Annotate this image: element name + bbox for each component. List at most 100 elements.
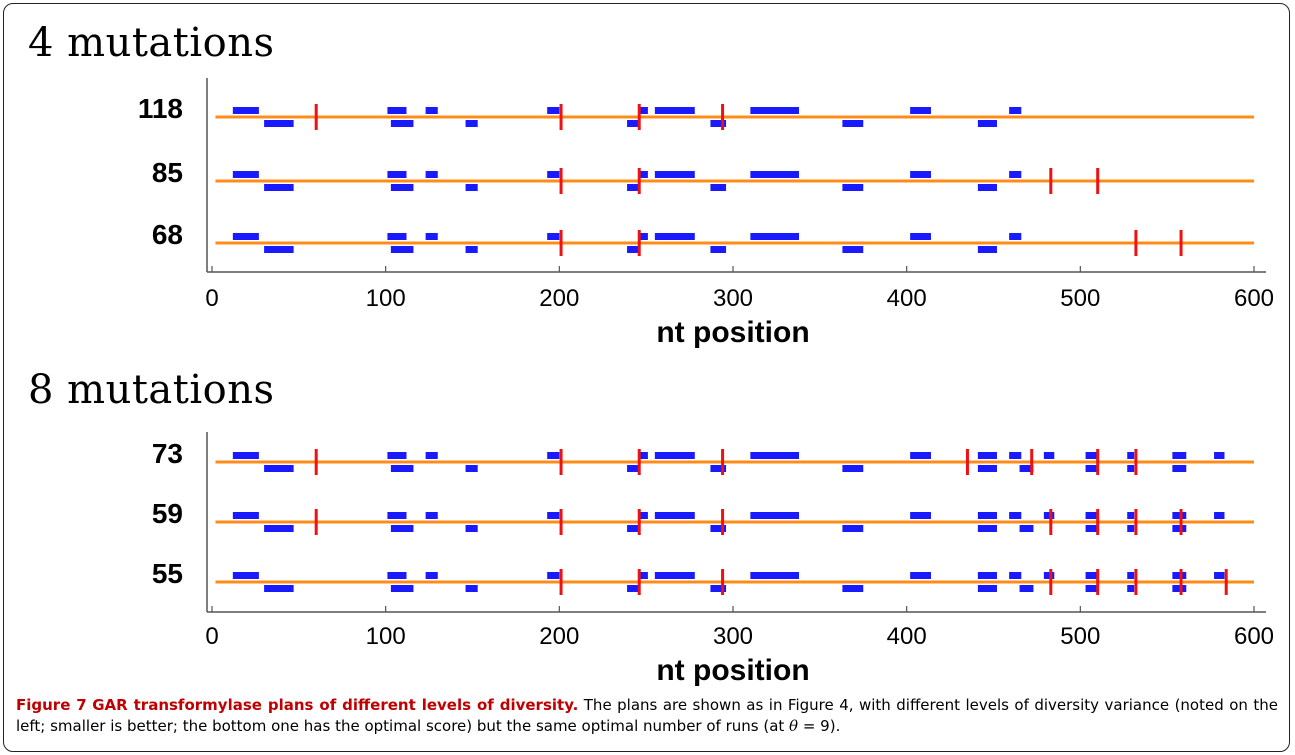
x-axis-label: nt position xyxy=(656,316,809,349)
segment-below xyxy=(710,465,727,472)
x-tick-label: 200 xyxy=(539,623,579,650)
segment-above xyxy=(547,171,560,178)
x-axis-label: nt position xyxy=(656,654,809,687)
segment-above xyxy=(1214,452,1225,459)
segment-below xyxy=(390,525,414,532)
plan-label: 118 xyxy=(138,93,183,124)
segment-below xyxy=(465,246,478,253)
segment-below xyxy=(390,184,414,191)
segment-below xyxy=(390,246,414,253)
plan-row-118: 118 xyxy=(138,93,1254,130)
segment-above xyxy=(639,107,648,114)
segment-below xyxy=(1019,585,1034,592)
segment-below xyxy=(627,246,640,253)
segment-below xyxy=(710,585,727,592)
x-tick-label: 300 xyxy=(713,623,753,650)
segment-above xyxy=(425,572,438,579)
panel-title-4-mutations: 4 mutations xyxy=(28,20,275,66)
segment-below xyxy=(1019,465,1034,472)
segment-above xyxy=(977,452,997,459)
segment-above xyxy=(232,572,259,579)
segment-below xyxy=(390,465,414,472)
segment-above xyxy=(910,233,931,240)
caption-title: GAR transformylase plans of different le… xyxy=(92,696,579,714)
plan-row-73: 73 xyxy=(152,438,1254,475)
segment-above xyxy=(232,171,259,178)
segment-above xyxy=(1009,452,1022,459)
segment-below xyxy=(842,184,864,191)
segment-below xyxy=(465,585,478,592)
plan-row-68: 68 xyxy=(152,219,1254,256)
segment-below xyxy=(264,525,294,532)
panel-1: 0 100 200 300 400 500 600 nt position 118 85 68 xyxy=(138,78,1274,349)
x-tick-label: 500 xyxy=(1060,623,1100,650)
segment-above xyxy=(1172,512,1187,519)
segment-below xyxy=(627,465,640,472)
segment-above xyxy=(547,233,560,240)
segment-below xyxy=(710,525,727,532)
panel-title-8-mutations: 8 mutations xyxy=(28,367,275,413)
segment-above xyxy=(547,572,560,579)
segment-above xyxy=(387,572,407,579)
caption-theta-value: = 9). xyxy=(798,716,841,735)
segment-above xyxy=(1009,233,1022,240)
segment-below xyxy=(1172,585,1187,592)
segment-above xyxy=(1009,512,1022,519)
segment-above xyxy=(425,512,438,519)
segment-above xyxy=(750,572,799,579)
segment-above xyxy=(425,171,438,178)
segment-above xyxy=(387,107,407,114)
segment-above xyxy=(1085,452,1098,459)
segment-below xyxy=(977,525,997,532)
segment-above xyxy=(910,572,931,579)
segment-above xyxy=(654,452,695,459)
segment-below xyxy=(264,585,294,592)
segment-below xyxy=(977,120,997,127)
segment-above xyxy=(654,572,695,579)
figure-caption: Figure 7 GAR transformylase plans of dif… xyxy=(16,695,1278,736)
segment-below xyxy=(710,184,727,191)
segment-above xyxy=(387,512,407,519)
x-tick-label: 400 xyxy=(887,285,927,312)
plan-row-59: 59 xyxy=(152,498,1254,535)
segment-below xyxy=(977,585,997,592)
segment-above xyxy=(1172,572,1187,579)
caption-figure-label: Figure 7 xyxy=(16,696,87,714)
segment-below xyxy=(264,246,294,253)
segment-above xyxy=(1043,452,1055,459)
segment-below xyxy=(710,246,727,253)
segment-above xyxy=(547,452,560,459)
segment-above xyxy=(654,107,695,114)
segment-below xyxy=(390,585,414,592)
x-tick-label: 500 xyxy=(1060,285,1100,312)
x-tick-label: 100 xyxy=(366,285,406,312)
x-tick-label: 0 xyxy=(205,623,218,650)
segment-below xyxy=(264,184,294,191)
segment-below xyxy=(842,246,864,253)
segment-above xyxy=(1009,572,1022,579)
x-tick-label: 600 xyxy=(1234,623,1274,650)
segment-below xyxy=(1127,525,1135,532)
segment-below xyxy=(390,120,414,127)
segment-above xyxy=(547,512,560,519)
segment-below xyxy=(465,465,478,472)
panel-2: 0 100 200 300 400 500 600 nt position 73 59 55 xyxy=(152,432,1274,687)
segment-above xyxy=(1043,512,1055,519)
segment-above xyxy=(910,512,931,519)
plan-label: 85 xyxy=(152,157,183,188)
x-tick-label: 400 xyxy=(887,623,927,650)
segment-above xyxy=(750,171,799,178)
segment-above xyxy=(425,452,438,459)
segment-above xyxy=(232,233,259,240)
plan-row-85: 85 xyxy=(152,157,1254,194)
segment-below xyxy=(465,184,478,191)
segment-below xyxy=(627,120,640,127)
plan-label: 73 xyxy=(152,438,183,469)
segment-below xyxy=(977,465,997,472)
segment-above xyxy=(1009,107,1022,114)
segment-above xyxy=(1127,572,1135,579)
segment-above xyxy=(547,107,560,114)
plan-label: 55 xyxy=(152,558,183,589)
segment-below xyxy=(1172,465,1187,472)
segment-above xyxy=(910,107,931,114)
